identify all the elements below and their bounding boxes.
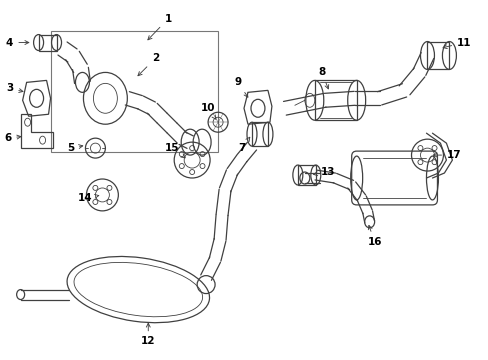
Bar [39, 35, 57, 50]
Text: 6: 6 [4, 133, 21, 143]
Text: 8: 8 [318, 67, 328, 89]
Text: 9: 9 [234, 77, 247, 97]
Text: 16: 16 [366, 225, 381, 247]
Text: 15: 15 [164, 143, 185, 158]
Text: 3: 3 [6, 84, 23, 93]
Bar [427, 41, 448, 69]
Text: 11: 11 [442, 37, 470, 49]
Bar [251, 122, 267, 146]
Text: 5: 5 [67, 143, 82, 153]
Text: 17: 17 [432, 150, 461, 160]
Bar [50, 31, 218, 152]
Bar [297, 165, 315, 185]
Text: 12: 12 [141, 323, 155, 346]
Text: 14: 14 [78, 193, 99, 203]
Text: 10: 10 [201, 103, 215, 119]
Text: 7: 7 [238, 137, 249, 153]
Text: 13: 13 [313, 167, 334, 177]
Text: 4: 4 [6, 37, 29, 48]
Text: 2: 2 [138, 54, 159, 76]
Text: 1: 1 [147, 14, 171, 40]
Bar [314, 80, 356, 120]
